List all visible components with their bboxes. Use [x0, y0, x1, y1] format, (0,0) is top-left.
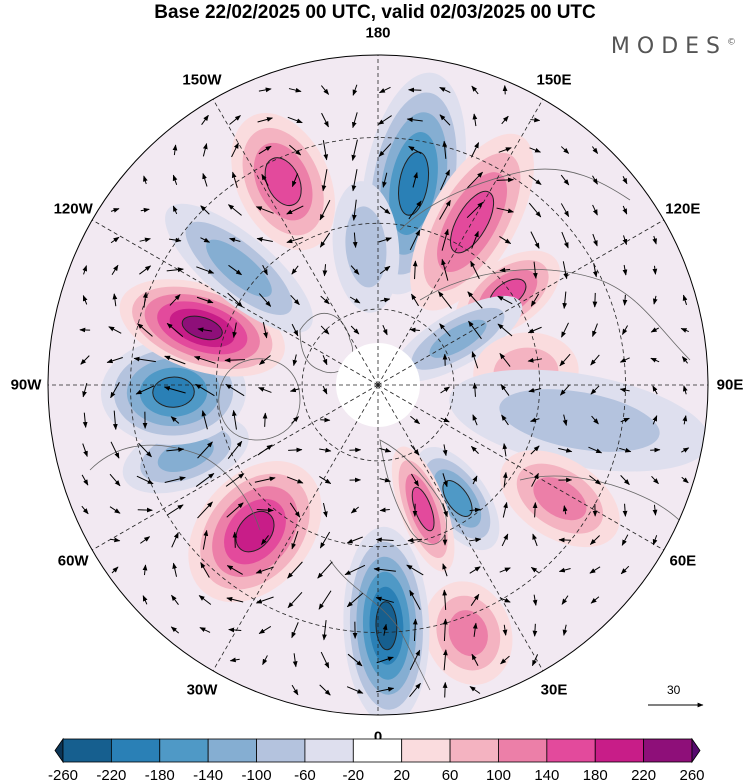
colorbar-swatch — [305, 739, 353, 762]
colorbar-tick-label: 20 — [393, 767, 410, 784]
colorbar-tick-label: 260 — [679, 767, 704, 784]
colorbar-swatch — [353, 739, 401, 762]
colorbar-swatch — [160, 739, 208, 762]
colorbar-tick-label: -260 — [48, 767, 78, 784]
colorbar-swatch — [498, 739, 546, 762]
colorbar-swatch — [547, 739, 595, 762]
colorbar-swatch — [692, 739, 700, 762]
colorbar-tick-label: 220 — [631, 767, 656, 784]
colorbar-tick-label: 140 — [534, 767, 559, 784]
colorbar-swatch — [63, 739, 111, 762]
colorbar-swatch — [208, 739, 256, 762]
colorbar-swatch — [257, 739, 305, 762]
colorbar-swatch — [644, 739, 692, 762]
colorbar-swatch — [55, 739, 63, 762]
colorbar-tick-label: -180 — [145, 767, 175, 784]
colorbar-swatch — [402, 739, 450, 762]
colorbar-tick-label: 100 — [486, 767, 511, 784]
colorbar-tick-label: -220 — [96, 767, 126, 784]
colorbar-tick-label: 60 — [442, 767, 459, 784]
colorbar-tick-label: -60 — [294, 767, 316, 784]
colorbar-tick-label: -100 — [242, 767, 272, 784]
colorbar-tick-label: -20 — [342, 767, 364, 784]
colorbar-swatch — [595, 739, 643, 762]
colorbar-tick-label: 180 — [583, 767, 608, 784]
colorbar-swatch — [450, 739, 498, 762]
colorbar-swatch — [111, 739, 159, 762]
colorbar-tick-label: -140 — [193, 767, 223, 784]
